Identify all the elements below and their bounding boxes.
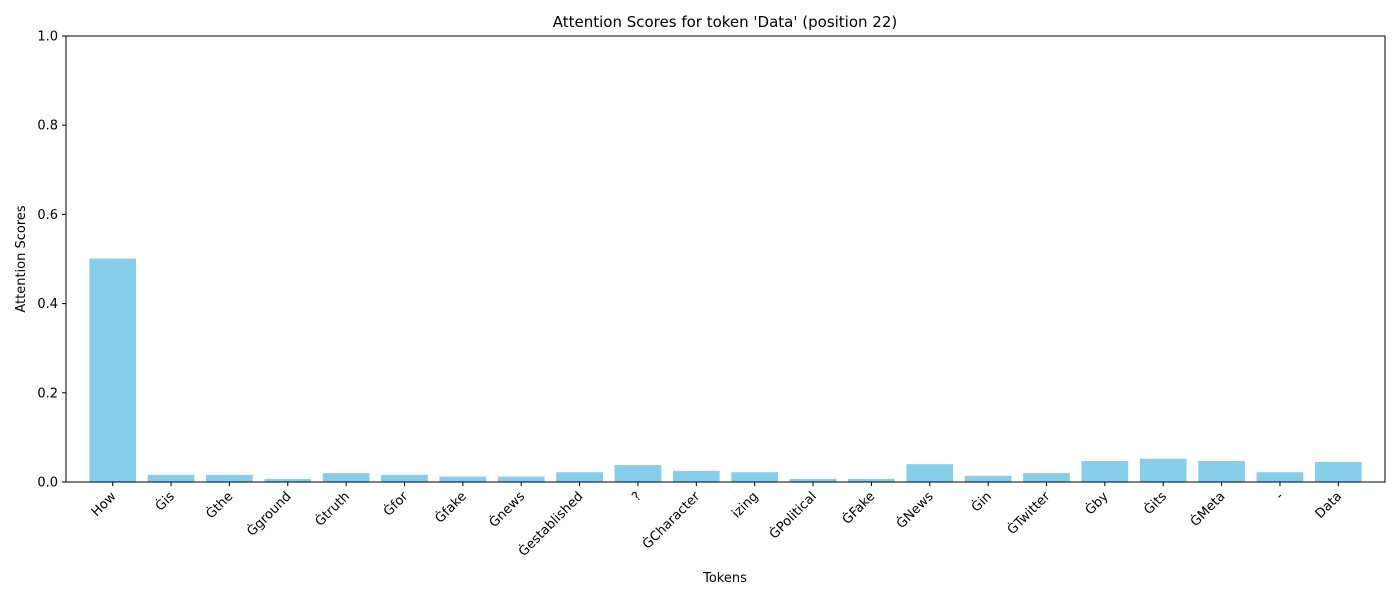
y-tick-label: 0.0	[37, 476, 58, 491]
x-tick-label: Ġis	[151, 488, 178, 515]
x-tick-label: Ġfake	[431, 488, 470, 527]
x-axis-label: Tokens	[702, 571, 747, 586]
bar-6	[439, 476, 487, 482]
y-tick-label: 0.8	[37, 119, 58, 134]
bar-3	[264, 478, 312, 482]
y-tick-label: 0.6	[37, 208, 58, 223]
bar-12	[789, 478, 837, 482]
x-tick-label: ?	[629, 489, 644, 504]
bar-7	[497, 476, 545, 482]
bar-15	[964, 475, 1012, 482]
x-tick-label: izing	[729, 489, 761, 521]
x-tick-label: ĠTwitter	[1003, 487, 1053, 537]
x-tick-label: Ġtruth	[311, 488, 353, 530]
x-tick-label: Ġfor	[380, 487, 412, 519]
x-tick-label: ĠFake	[838, 488, 878, 528]
x-tick-label: Ġby	[1081, 488, 1112, 519]
y-tick-label: 0.2	[37, 386, 58, 401]
bar-4	[322, 473, 370, 482]
x-tick-label: Data	[1313, 489, 1346, 522]
bar-1	[147, 474, 195, 482]
x-tick-label: Ġin	[967, 488, 995, 516]
y-tick-label: 1.0	[37, 30, 58, 45]
x-tick-label: ĠCharacter	[639, 487, 704, 552]
x-tick-label: Ġits	[1140, 488, 1170, 518]
bar-16	[1023, 473, 1070, 482]
bar-18	[1139, 458, 1187, 482]
x-tick-label: ĠMeta	[1186, 488, 1228, 530]
bar-17	[1081, 461, 1129, 482]
plot-frame	[65, 35, 1386, 483]
x-tick-label: Ġground	[243, 488, 295, 540]
bar-9	[614, 465, 662, 482]
bar-10	[672, 470, 720, 482]
x-tick-label: -	[1273, 489, 1287, 503]
x-tick-label: ĠNews	[893, 488, 937, 532]
y-tick-label: 0.4	[37, 297, 58, 312]
bar-2	[206, 474, 253, 482]
bar-21	[1314, 461, 1362, 482]
x-tick-label: Ġnews	[485, 488, 528, 531]
bar-20	[1256, 472, 1304, 482]
x-tick-label: Ġthe	[202, 488, 236, 522]
y-axis: 0.0 0.2 0.4 0.6 0.8 1.0	[37, 30, 66, 491]
x-axis: How Ġis Ġthe Ġground Ġtruth Ġfor Ġfake ĠnewsĠes…	[89, 482, 1345, 560]
bar-19	[1198, 461, 1245, 482]
bar-14	[906, 464, 954, 482]
bar-5	[381, 474, 428, 482]
x-tick-label: How	[89, 489, 120, 520]
bar-11	[731, 472, 779, 482]
x-tick-label: ĠPolitical	[765, 488, 819, 542]
bar-8	[556, 472, 603, 482]
bars-group	[89, 258, 1362, 482]
y-axis-label: Attention Scores	[14, 205, 29, 313]
bar-13	[848, 478, 895, 482]
bar-0	[89, 258, 137, 482]
chart-title: Attention Scores for token 'Data' (posit…	[553, 13, 898, 31]
